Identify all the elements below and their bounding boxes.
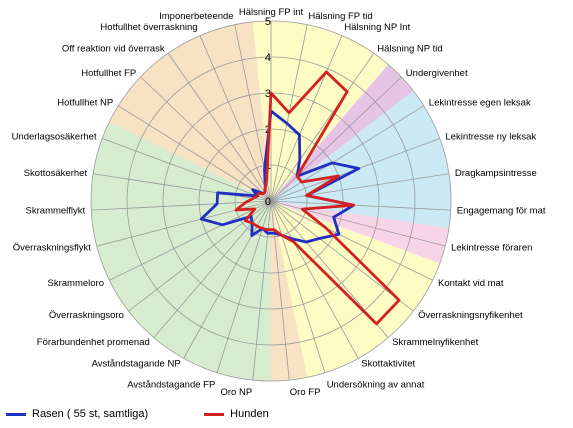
sector-5	[271, 201, 308, 381]
category-label-overraskningsflykt: Överraskningsflykt	[13, 243, 91, 254]
category-label-underlagsosakerhet: Underlagsosäkerhet	[12, 131, 97, 142]
series-line-hunden	[234, 70, 401, 326]
category-label-skottaktivitet: Skottaktivitet	[361, 359, 415, 370]
category-label-skrammelnyfikenhet: Skrammelnyfikenhet	[392, 337, 478, 348]
category-label-lekintresse-ny-leksak: Lekintresse ny leksak	[445, 131, 536, 142]
category-label-kontakt-vid-mat: Kontakt vid mat	[438, 278, 504, 289]
category-label-off-reaktion-vid-overrask: Off reaktion vid överrask	[62, 43, 165, 54]
category-label-lekintresse-egen-leksak: Lekintresse egen leksak	[429, 98, 531, 109]
grid-spoke-5	[270, 105, 424, 202]
category-label-halsning-fp-tid: Hälsning FP tid	[308, 11, 372, 22]
category-label-halsning-np-int: Hälsning NP Int	[344, 22, 410, 33]
category-label-imponerbeteende: Imponerbeteende	[159, 11, 233, 22]
grid-spoke-13	[270, 200, 359, 359]
grid-spoke-2	[270, 35, 343, 202]
grid-spoke-21	[109, 200, 272, 281]
category-label-avstandstagande-fp: Avståndstagande FP	[127, 380, 215, 391]
legend-item-hunden: Hunden	[204, 408, 269, 420]
category-label-overraskningsoro: Överraskningsoro	[49, 310, 124, 321]
category-label-dragkampsintresse: Dragkampsintresse	[455, 168, 537, 179]
sector-0	[252, 21, 389, 201]
grid-spoke-27	[140, 76, 272, 202]
grid-spoke-23	[91, 200, 272, 211]
grid-spoke-9	[270, 200, 446, 247]
grid-spoke-3	[270, 53, 375, 202]
category-label-skrammelflykt: Skrammelflykt	[26, 205, 86, 216]
grid-spoke-26	[118, 105, 272, 202]
legend-swatch-hunden	[204, 412, 225, 416]
legend-label-rasen: Rasen ( 55 st, samtliga)	[32, 408, 149, 420]
grid-spoke-10	[270, 200, 433, 281]
tick-label-0: 0	[265, 196, 271, 208]
legend-item-rasen: Rasen ( 55 st, samtliga)	[6, 408, 148, 420]
data-series	[199, 70, 401, 326]
grid-spoke-28	[167, 53, 272, 202]
category-label-hotfullhet-fp: Hotfullhet FP	[81, 68, 136, 79]
category-label-skrammeloro: Skrammeloro	[48, 278, 105, 289]
category-label-oro-fp: Oro FP	[290, 387, 321, 398]
category-label-forarbundenhet-promenad: Förarbundenhet promenad	[37, 337, 150, 348]
legend-label-hunden: Hunden	[230, 408, 269, 420]
category-label-halsning-np-tid: Hälsning NP tid	[377, 43, 442, 54]
sector-3	[271, 201, 449, 264]
category-label-skottosakerhet: Skottosäkerhet	[24, 168, 88, 179]
legend: Rasen ( 55 st, samtliga) Hunden	[6, 408, 325, 420]
legend-swatch-rasen	[6, 412, 26, 416]
category-label-oro-np: Oro NP	[221, 387, 253, 398]
grid-spoke-29	[199, 35, 272, 202]
sector-6	[90, 121, 272, 381]
category-label-hotfullhet-np: Hotfullhet NP	[57, 98, 113, 109]
grid-spoke-24	[93, 173, 272, 202]
category-label-undergivenhet: Undergivenhet	[406, 68, 468, 79]
series-line-rasen-55-st-samtliga	[199, 109, 361, 244]
category-label-avstandstagande-np: Avståndstagande NP	[92, 359, 181, 370]
grid-spoke-4	[270, 76, 402, 202]
category-label-lekintresse-foraren: Lekintresse föraren	[451, 243, 532, 254]
category-label-hotfullhet-overraskning: Hotfullhet överraskning	[100, 22, 197, 33]
category-label-engagemang-for-mat: Engagemang för mat	[457, 205, 546, 216]
sector-7	[109, 21, 272, 201]
tick-label-3: 3	[265, 88, 271, 100]
category-label-undersokning-av-annat: Undersökning av annat	[327, 380, 425, 391]
tick-label-5: 5	[265, 16, 271, 28]
tick-label-4: 4	[265, 52, 271, 64]
grid-spoke-11	[270, 200, 414, 312]
grid-spoke-7	[270, 173, 449, 202]
grid-spoke-14	[270, 200, 326, 373]
grid-spoke-8	[270, 200, 451, 211]
category-label-overraskningsnyfikenhet: Överraskningsnyfikenhet	[418, 310, 523, 321]
sector-4	[271, 201, 440, 378]
grid-spoke-25	[102, 138, 272, 202]
category-label-halsning-fp-int: Hälsning FP int	[239, 7, 304, 18]
